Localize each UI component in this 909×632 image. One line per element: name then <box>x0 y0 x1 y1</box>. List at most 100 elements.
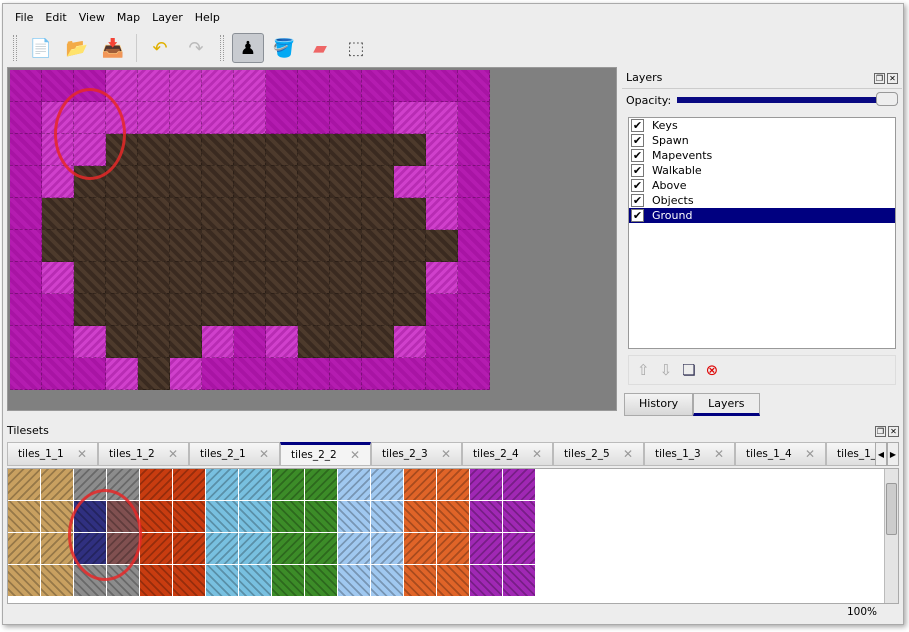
close-tab-icon[interactable]: ✕ <box>349 448 360 462</box>
tileset-tile[interactable] <box>338 469 371 501</box>
map-tile[interactable] <box>10 262 42 294</box>
map-tile[interactable] <box>170 134 202 166</box>
map-tile[interactable] <box>42 198 74 230</box>
tileset-tile[interactable] <box>272 469 305 501</box>
map-tile[interactable] <box>106 326 138 358</box>
tab-tiles_1_2[interactable]: tiles_1_2 ✕ <box>98 442 189 466</box>
map-canvas[interactable] <box>7 67 617 411</box>
map-tile[interactable] <box>458 358 490 390</box>
tileset-tile[interactable] <box>470 533 503 565</box>
tileset-tile[interactable] <box>8 469 41 501</box>
map-tile[interactable] <box>74 294 106 326</box>
map-tile[interactable] <box>106 166 138 198</box>
tab-tiles_2_4[interactable]: tiles_2_4 ✕ <box>462 442 553 466</box>
map-tile[interactable] <box>330 262 362 294</box>
map-tile[interactable] <box>234 262 266 294</box>
visibility-checkbox[interactable]: ✔ <box>631 194 644 207</box>
map-tile[interactable] <box>426 294 458 326</box>
opacity-slider[interactable] <box>677 92 898 106</box>
map-tile[interactable] <box>458 230 490 262</box>
close-tab-icon[interactable]: ✕ <box>531 447 542 461</box>
close-tab-icon[interactable]: ✕ <box>258 447 269 461</box>
map-tile[interactable] <box>138 262 170 294</box>
tileset-view[interactable] <box>7 468 899 604</box>
map-tile[interactable] <box>10 102 42 134</box>
tileset-tile[interactable] <box>371 501 404 533</box>
map-tile[interactable] <box>362 294 394 326</box>
tileset-tile[interactable] <box>437 469 470 501</box>
map-tile[interactable] <box>202 102 234 134</box>
map-tile[interactable] <box>362 134 394 166</box>
tileset-tile[interactable] <box>503 469 536 501</box>
map-tile[interactable] <box>170 262 202 294</box>
tab-scroll-right-icon[interactable]: ▶ <box>887 442 899 466</box>
tileset-tile[interactable] <box>404 565 437 597</box>
tab-tiles_1_1[interactable]: tiles_1_1 ✕ <box>7 442 98 466</box>
map-tile[interactable] <box>234 358 266 390</box>
map-tile[interactable] <box>362 230 394 262</box>
tileset-tile[interactable] <box>338 565 371 597</box>
map-tile[interactable] <box>234 198 266 230</box>
tileset-tile[interactable] <box>305 469 338 501</box>
raise-layer-icon[interactable]: ⇧ <box>637 361 650 379</box>
menu-file[interactable]: File <box>15 11 34 24</box>
map-tile[interactable] <box>426 70 458 102</box>
map-tile[interactable] <box>106 294 138 326</box>
map-tile[interactable] <box>170 166 202 198</box>
tab-tiles_2_1[interactable]: tiles_2_1 ✕ <box>189 442 280 466</box>
tileset-tile[interactable] <box>140 565 173 597</box>
tileset-tile[interactable] <box>206 565 239 597</box>
tab-tiles_1_4[interactable]: tiles_1_4 ✕ <box>735 442 826 466</box>
layer-item[interactable]: ✔ Mapevents <box>629 148 895 163</box>
vertical-scrollbar[interactable] <box>884 469 898 603</box>
map-tile[interactable] <box>298 262 330 294</box>
map-tile[interactable] <box>458 70 490 102</box>
map-grid[interactable] <box>10 70 490 390</box>
close-tab-icon[interactable]: ✕ <box>622 447 633 461</box>
map-tile[interactable] <box>266 230 298 262</box>
map-tile[interactable] <box>138 230 170 262</box>
map-tile[interactable] <box>426 358 458 390</box>
layer-item[interactable]: ✔ Objects <box>629 193 895 208</box>
map-tile[interactable] <box>10 166 42 198</box>
tileset-tile[interactable] <box>404 501 437 533</box>
tileset-tile[interactable] <box>140 533 173 565</box>
tileset-tile[interactable] <box>272 565 305 597</box>
tileset-tile[interactable] <box>305 565 338 597</box>
map-tile[interactable] <box>138 326 170 358</box>
undo-button[interactable]: ↶ <box>144 33 176 63</box>
map-tile[interactable] <box>202 70 234 102</box>
map-tile[interactable] <box>394 198 426 230</box>
tileset-tile[interactable] <box>173 501 206 533</box>
tileset-tile[interactable] <box>503 501 536 533</box>
map-tile[interactable] <box>266 326 298 358</box>
tileset-tile[interactable] <box>503 533 536 565</box>
map-tile[interactable] <box>330 326 362 358</box>
map-tile[interactable] <box>298 70 330 102</box>
map-tile[interactable] <box>458 134 490 166</box>
map-tile[interactable] <box>298 198 330 230</box>
menu-help[interactable]: Help <box>194 11 220 24</box>
map-tile[interactable] <box>170 358 202 390</box>
map-tile[interactable] <box>458 326 490 358</box>
layer-item[interactable]: ✔ Ground <box>629 208 895 223</box>
tab-history[interactable]: History <box>624 393 694 416</box>
close-tab-icon[interactable]: ✕ <box>167 447 178 461</box>
map-tile[interactable] <box>298 102 330 134</box>
map-tile[interactable] <box>426 166 458 198</box>
tileset-tile[interactable] <box>206 501 239 533</box>
tileset-tile[interactable] <box>206 533 239 565</box>
map-tile[interactable] <box>202 134 234 166</box>
map-tile[interactable] <box>266 70 298 102</box>
map-tile[interactable] <box>42 294 74 326</box>
map-tile[interactable] <box>298 134 330 166</box>
tileset-tile[interactable] <box>8 533 41 565</box>
new-file-button[interactable]: 📄 <box>25 33 57 63</box>
map-tile[interactable] <box>458 262 490 294</box>
bucket-fill-button[interactable]: 🪣 <box>268 33 300 63</box>
map-tile[interactable] <box>298 358 330 390</box>
tileset-tile[interactable] <box>8 565 41 597</box>
float-icon[interactable]: ❐ <box>874 73 885 84</box>
tileset-tile[interactable] <box>239 501 272 533</box>
tab-scroll-left-icon[interactable]: ◀ <box>875 442 887 466</box>
